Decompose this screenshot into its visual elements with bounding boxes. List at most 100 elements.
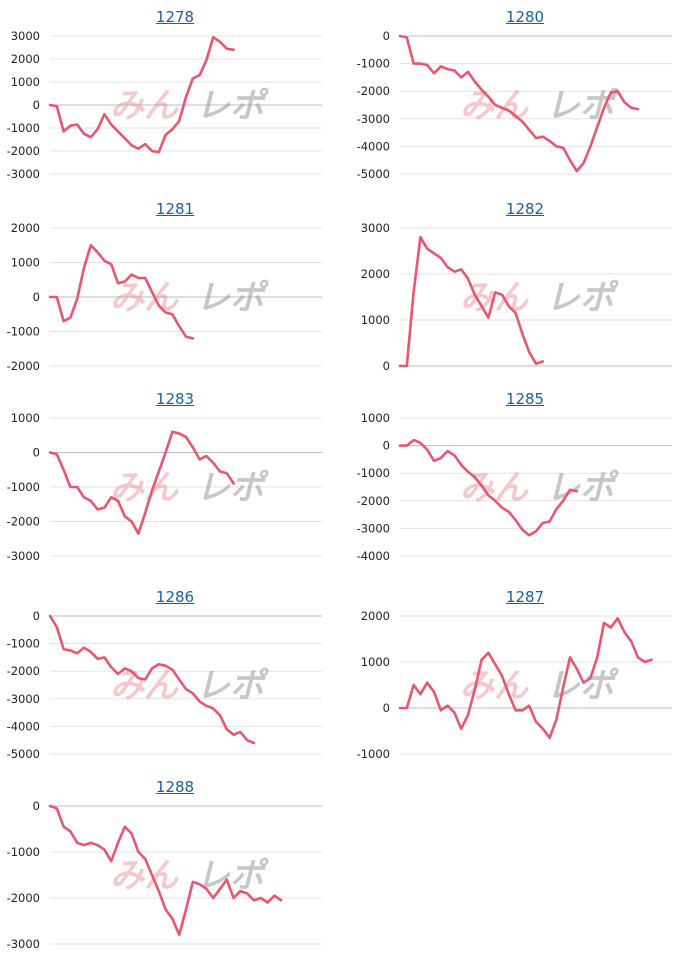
watermark-text: みん xyxy=(110,86,179,126)
watermark-text: レポ xyxy=(546,86,619,126)
y-tick-label: -1000 xyxy=(357,747,390,761)
line-chart: 3000 2000 1000 0 -1000 -2000 -3000 みん レポ xyxy=(7,29,322,181)
chart-title-link[interactable]: 1280 xyxy=(505,8,545,26)
watermark-text: レポ xyxy=(546,666,619,706)
y-tick-label: -1000 xyxy=(7,637,40,651)
chart-title-link[interactable]: 1283 xyxy=(155,390,195,408)
chart-title-link[interactable]: 1285 xyxy=(505,390,545,408)
y-tick-label: -1000 xyxy=(7,480,40,494)
chart-title-link[interactable]: 1286 xyxy=(155,588,195,606)
y-tick-label: -2000 xyxy=(7,359,40,373)
y-tick-label: -4000 xyxy=(357,549,390,563)
watermark-text: みん xyxy=(110,278,179,318)
series-line xyxy=(48,614,256,745)
y-tick-label: -1000 xyxy=(7,845,40,859)
y-tick-label: 0 xyxy=(383,439,390,453)
y-tick-label: 1000 xyxy=(361,655,390,669)
line-chart: 2000 1000 0 -1000 みん レポ xyxy=(357,609,672,761)
y-tick-label: 1000 xyxy=(11,256,40,270)
chart-panel: 1288 0 -1000 -2000 -3000 みん レポ xyxy=(0,778,350,958)
watermark: みん レポ xyxy=(460,86,619,126)
y-tick-label: -2000 xyxy=(7,144,40,158)
line-chart: 0 -1000 -2000 -3000 みん レポ xyxy=(7,799,322,951)
watermark: みん レポ xyxy=(110,468,269,508)
series-line xyxy=(398,617,653,740)
y-tick-label: -2000 xyxy=(7,891,40,905)
chart-title-link[interactable]: 1282 xyxy=(505,200,545,218)
chart-title-link[interactable]: 1281 xyxy=(155,200,195,218)
watermark-text: レポ xyxy=(546,278,619,318)
y-tick-label: 0 xyxy=(383,359,390,373)
y-tick-label: 0 xyxy=(383,29,390,43)
y-tick-label: -1000 xyxy=(357,57,390,71)
y-tick-label: -1000 xyxy=(7,325,40,339)
line-chart: 1000 0 -1000 -2000 -3000 みん レポ xyxy=(7,411,322,563)
watermark-text: レポ xyxy=(196,666,269,706)
watermark-text: レポ xyxy=(546,468,619,508)
y-tick-label: -3000 xyxy=(7,692,40,706)
line-chart: 2000 1000 0 -1000 -2000 みん レポ xyxy=(7,221,322,373)
y-tick-label: 2000 xyxy=(11,221,40,235)
y-tick-label: -5000 xyxy=(7,747,40,761)
y-tick-label: 2000 xyxy=(361,267,390,281)
y-tick-label: -3000 xyxy=(7,167,40,181)
y-tick-label: 1000 xyxy=(361,411,390,425)
line-chart: 0 -1000 -2000 -3000 -4000 -5000 みん レポ xyxy=(357,29,672,181)
watermark-text: みん xyxy=(110,468,179,508)
y-tick-label: 3000 xyxy=(11,29,40,43)
series-line xyxy=(398,34,640,173)
chart-panel: 1285 1000 0 -1000 -2000 -3000 -4000 みん レポ xyxy=(350,390,700,570)
y-tick-label: 0 xyxy=(33,446,40,460)
y-tick-label: 1000 xyxy=(11,411,40,425)
chart-title-link[interactable]: 1287 xyxy=(505,588,545,606)
chart-panel: 1281 2000 1000 0 -1000 -2000 みん レポ xyxy=(0,200,350,380)
y-tick-label: 0 xyxy=(383,701,390,715)
y-tick-label: 1000 xyxy=(361,313,390,327)
y-tick-label: 2000 xyxy=(11,52,40,66)
watermark-text: レポ xyxy=(196,278,269,318)
watermark-text: レポ xyxy=(196,86,269,126)
watermark: みん レポ xyxy=(110,856,269,896)
y-tick-label: 0 xyxy=(33,799,40,813)
watermark-text: レポ xyxy=(196,468,269,508)
watermark: みん レポ xyxy=(110,278,269,318)
series-line xyxy=(398,235,545,368)
y-tick-label: -3000 xyxy=(7,937,40,951)
watermark: みん レポ xyxy=(110,86,269,126)
y-tick-label: 0 xyxy=(33,98,40,112)
watermark-text: みん xyxy=(460,666,529,706)
y-tick-label: -3000 xyxy=(7,549,40,563)
y-tick-label: -3000 xyxy=(357,112,390,126)
y-tick-label: 2000 xyxy=(361,609,390,623)
y-tick-label: -5000 xyxy=(357,167,390,181)
chart-panel: 1286 0 -1000 -2000 -3000 -4000 -5000 みん レポ xyxy=(0,588,350,768)
y-tick-label: 3000 xyxy=(361,221,390,235)
y-tick-label: -2000 xyxy=(7,664,40,678)
series-line xyxy=(48,430,235,535)
y-tick-label: -1000 xyxy=(357,466,390,480)
y-tick-label: 0 xyxy=(33,290,40,304)
chart-panel: 1278 3000 2000 1000 0 -1000 -2000 -3000 みん レポ xyxy=(0,8,350,188)
chart-panel: 1280 0 -1000 -2000 -3000 -4000 -5000 みん レポ xyxy=(350,8,700,188)
watermark: みん レポ xyxy=(460,666,619,706)
series-line xyxy=(48,35,235,154)
y-tick-label: 1000 xyxy=(11,75,40,89)
y-tick-label: -3000 xyxy=(357,521,390,535)
y-tick-label: -1000 xyxy=(7,121,40,135)
chart-panel: 1287 2000 1000 0 -1000 みん レポ xyxy=(350,588,700,768)
y-tick-label: -4000 xyxy=(7,719,40,733)
chart-title-link[interactable]: 1288 xyxy=(155,778,195,796)
chart-panel: 1282 3000 2000 1000 0 みん レポ xyxy=(350,200,700,380)
chart-title-link[interactable]: 1278 xyxy=(155,8,195,26)
y-tick-label: -2000 xyxy=(7,515,40,529)
y-tick-label: 0 xyxy=(33,609,40,623)
y-tick-label: -2000 xyxy=(357,494,390,508)
y-tick-label: -4000 xyxy=(357,139,390,153)
watermark-text: みん xyxy=(110,856,179,896)
y-tick-label: -2000 xyxy=(357,84,390,98)
series-line xyxy=(398,438,579,537)
